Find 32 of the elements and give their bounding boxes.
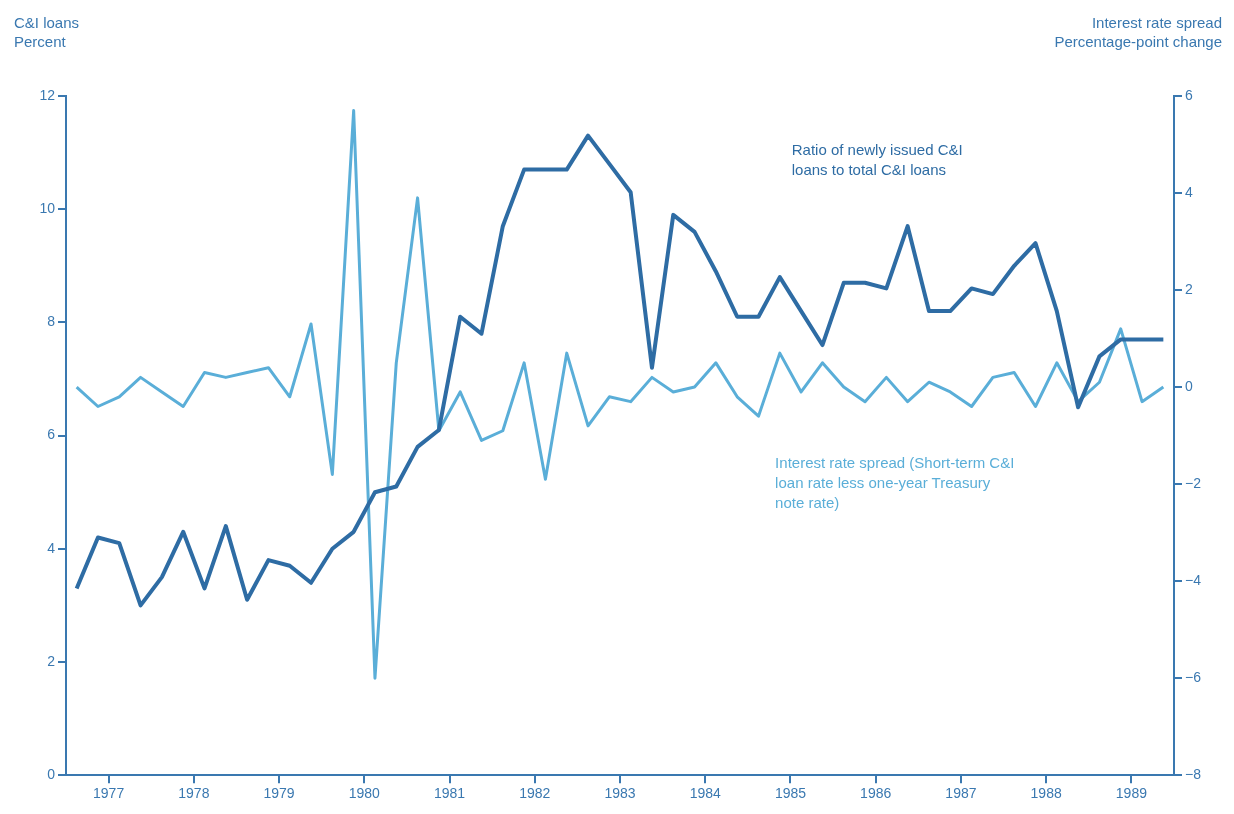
text: Interest rate spread (Short-term C&I loan rate less one-year Treasury note rate)	[775, 453, 1015, 511]
y-axis-title: C&I loans Percent	[14, 13, 80, 50]
y-tick-label: 12	[39, 86, 56, 103]
y-tick-label: 10	[39, 200, 56, 217]
y2-tick-label: −6	[1185, 669, 1202, 686]
x-tick-label: 1986	[860, 785, 892, 802]
x-tick-label: 1987	[945, 785, 977, 802]
y2-axis-title: Interest rate spread Percentage-point change	[1054, 13, 1222, 50]
x-tick-label: 1989	[1115, 785, 1148, 802]
y2-tick-label: −2	[1185, 474, 1202, 491]
x-tick-label: 1978	[178, 785, 210, 802]
text: Ratio of newly issued C&I loans to total C&I loans	[791, 141, 963, 179]
y2-tick-label: −8	[1185, 766, 1202, 783]
x-tick-label: 1983	[604, 785, 636, 802]
x-tick-label: 1982	[519, 785, 551, 802]
x-tick-label: 1984	[689, 785, 722, 802]
y-tick-label: 0	[47, 766, 56, 783]
y-tick-label: 4	[47, 539, 56, 556]
x-tick-label: 1979	[263, 785, 295, 802]
x-tick-label: 1988	[1030, 785, 1062, 802]
y2-tick-label: 0	[1185, 377, 1193, 394]
x-tick-label: 1981	[433, 785, 466, 802]
y-tick-label: 8	[47, 313, 56, 330]
y2-tick-label: −4	[1185, 572, 1202, 588]
y2-tick-label: 4	[1185, 183, 1193, 200]
y2-tick-label: 2	[1185, 280, 1193, 297]
x-tick-label: 1977	[93, 785, 125, 802]
x-tick-label: 1980	[348, 785, 381, 802]
y2-tick-label: 6	[1185, 86, 1193, 103]
y-tick-label: 2	[47, 652, 56, 669]
y-tick-label: 6	[47, 426, 56, 443]
x-tick-label: 1985	[774, 785, 807, 802]
